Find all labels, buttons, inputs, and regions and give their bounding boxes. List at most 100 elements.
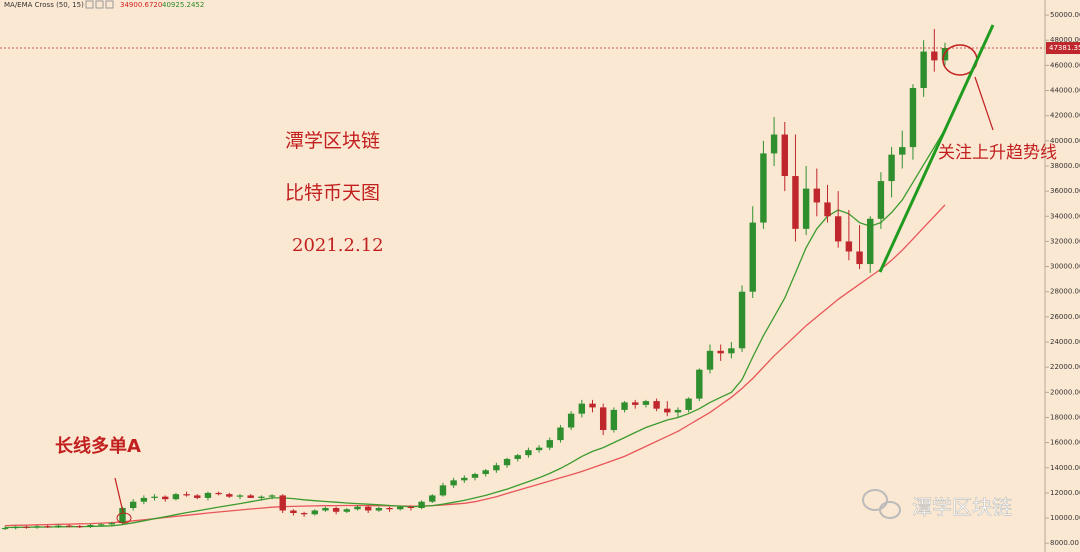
candle-body bbox=[226, 494, 233, 497]
y-tick-label: 16000.00 bbox=[1050, 439, 1080, 447]
arrow bbox=[114, 477, 124, 513]
candle-body bbox=[824, 202, 831, 217]
candle-body bbox=[599, 407, 607, 431]
candle-body bbox=[461, 477, 468, 481]
y-tick-label: 50000.00 bbox=[1050, 11, 1080, 19]
candle-body bbox=[300, 513, 308, 515]
candle-body bbox=[471, 474, 479, 478]
watermark-text: 潭学区块链 bbox=[912, 495, 1012, 519]
candle-body bbox=[834, 216, 842, 242]
candle-body bbox=[525, 450, 532, 456]
candle-body bbox=[12, 526, 19, 529]
y-tick-label: 34000.00 bbox=[1050, 212, 1080, 220]
candle-body bbox=[76, 526, 83, 528]
legend-box bbox=[85, 0, 94, 9]
candle-body bbox=[268, 495, 276, 497]
candle-body bbox=[258, 496, 265, 498]
candle-body bbox=[674, 409, 682, 413]
candle-body bbox=[236, 495, 244, 497]
candle-body bbox=[567, 413, 575, 428]
candle-body bbox=[664, 408, 671, 413]
annotation: 关注上升趋势线 bbox=[938, 143, 1057, 163]
candle-body bbox=[65, 525, 73, 527]
candle-body bbox=[418, 501, 425, 508]
candle-body bbox=[450, 480, 457, 486]
watermark-icon bbox=[879, 501, 901, 519]
candle-body bbox=[653, 401, 660, 409]
candle-body bbox=[706, 350, 714, 370]
candle-body bbox=[172, 494, 180, 500]
candle-body bbox=[610, 409, 618, 431]
candle-body bbox=[407, 506, 415, 508]
candle-body bbox=[813, 188, 821, 203]
candle-body bbox=[215, 492, 222, 495]
y-tick-label: 28000.00 bbox=[1050, 288, 1080, 296]
candle-body bbox=[909, 88, 917, 148]
y-tick-label: 46000.00 bbox=[1050, 61, 1080, 69]
candle-body bbox=[621, 402, 628, 410]
y-tick-label: 42000.00 bbox=[1050, 112, 1080, 120]
candle-body bbox=[162, 496, 169, 500]
candle-body bbox=[119, 507, 126, 524]
y-tick-label: 22000.00 bbox=[1050, 363, 1080, 371]
candle-body bbox=[204, 492, 212, 498]
candle-body bbox=[589, 403, 596, 408]
candle-body bbox=[557, 427, 564, 441]
legend-box bbox=[95, 0, 104, 9]
candle-body bbox=[802, 188, 810, 229]
candle-body bbox=[503, 458, 511, 466]
candle-body bbox=[781, 134, 788, 177]
highlight-circle bbox=[116, 512, 132, 524]
candle-body bbox=[354, 506, 361, 510]
candle-body bbox=[247, 495, 254, 498]
candle-body bbox=[482, 470, 489, 475]
price-tag bbox=[1046, 42, 1080, 55]
candle-body bbox=[920, 51, 927, 89]
price-label: 47381.35 bbox=[1049, 44, 1080, 52]
annotation: 潭学区块链 bbox=[285, 130, 380, 152]
candle-body bbox=[899, 147, 906, 155]
candle-body bbox=[23, 526, 30, 528]
candle-body bbox=[632, 402, 639, 405]
y-tick-label: 32000.00 bbox=[1050, 237, 1080, 245]
y-tick-label: 8000.00 bbox=[1050, 539, 1079, 547]
y-tick-label: 38000.00 bbox=[1050, 162, 1080, 170]
legend-value: 40925.2452 bbox=[162, 1, 204, 9]
candle-body bbox=[845, 241, 853, 252]
candle-body bbox=[343, 509, 351, 512]
candle-body bbox=[867, 218, 874, 265]
candle-body bbox=[375, 507, 383, 511]
candle-body bbox=[140, 497, 148, 502]
candle-body bbox=[194, 495, 201, 498]
candle-body bbox=[129, 501, 137, 508]
candle-body bbox=[728, 348, 735, 354]
candle-body bbox=[578, 403, 586, 414]
annotation: 长线多单A bbox=[55, 435, 141, 457]
annotation: 比特币天图 bbox=[285, 182, 380, 204]
candle-body bbox=[311, 510, 318, 515]
candle-body bbox=[108, 523, 116, 525]
candle-body bbox=[279, 495, 286, 511]
candle-body bbox=[429, 495, 436, 502]
candle-body bbox=[151, 496, 158, 498]
y-tick-label: 44000.00 bbox=[1050, 87, 1080, 95]
candle-body bbox=[514, 455, 521, 459]
candle-body bbox=[322, 507, 329, 511]
candle-body bbox=[792, 176, 799, 229]
candle-body bbox=[183, 494, 190, 496]
candle-body bbox=[44, 526, 51, 528]
y-tick-label: 36000.00 bbox=[1050, 187, 1080, 195]
y-tick-label: 30000.00 bbox=[1050, 263, 1080, 271]
candle-body bbox=[931, 51, 938, 61]
candle-body bbox=[760, 153, 767, 223]
y-tick-label: 12000.00 bbox=[1050, 489, 1080, 497]
candle-body bbox=[888, 154, 895, 182]
arrow bbox=[974, 76, 994, 131]
candle-body bbox=[290, 510, 297, 514]
ma-line bbox=[4, 128, 946, 529]
legend-value: 34900.6720 bbox=[120, 1, 162, 9]
y-tick-label: 26000.00 bbox=[1050, 313, 1080, 321]
candle-body bbox=[546, 440, 553, 448]
